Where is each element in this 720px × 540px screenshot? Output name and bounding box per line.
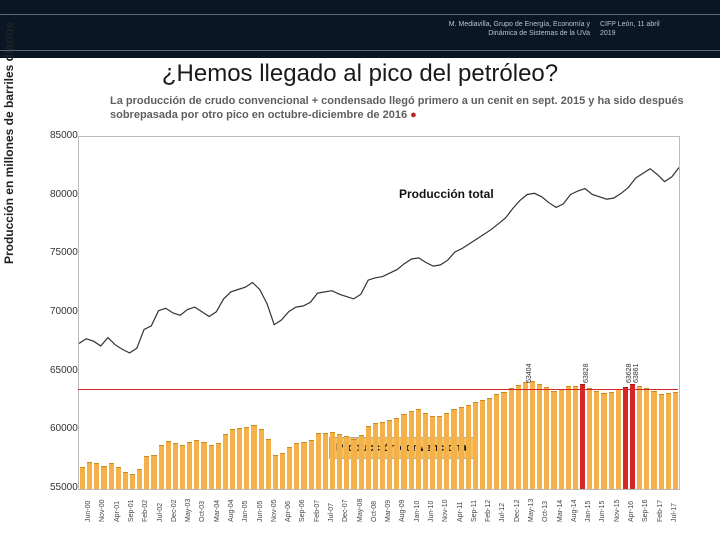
page-title: ¿Hemos llegado al pico del petróleo? — [0, 60, 720, 88]
header-bar: M. Mediavilla, Grupo de Energía, Economí… — [0, 0, 720, 58]
subtitle: La producción de crudo convencional + co… — [110, 94, 700, 122]
credit-right: CIFP León, 11 abril 2019 — [600, 20, 660, 38]
slide-body: ¿Hemos llegado al pico del petróleo? La … — [0, 58, 720, 540]
total-label: Producción total — [399, 187, 494, 201]
chart-plot: Producción total Producción convencional — [78, 136, 680, 490]
y-axis-label: Producción en millones de barriles diari… — [2, 0, 16, 308]
credit-left: M. Mediavilla, Grupo de Energía, Economí… — [440, 20, 590, 38]
